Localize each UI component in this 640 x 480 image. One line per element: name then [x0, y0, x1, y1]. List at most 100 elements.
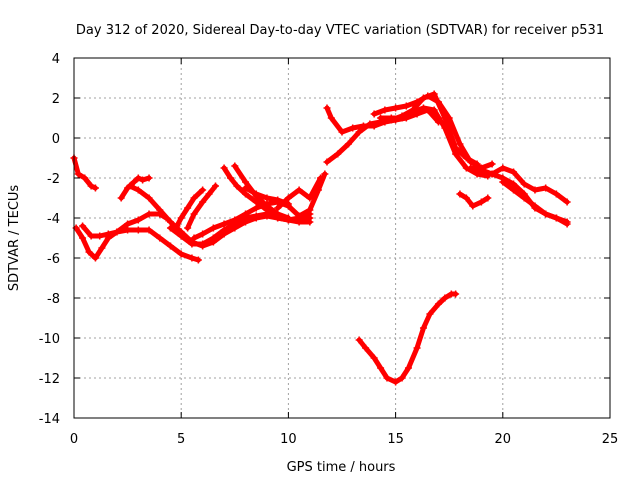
data-point: [220, 226, 228, 234]
data-point: [477, 166, 485, 174]
data-point: [387, 114, 395, 122]
x-tick-labels: 0 5 10 15 20 25: [70, 432, 618, 447]
data-point: [452, 150, 460, 158]
y-tick-label: -2: [47, 172, 60, 187]
data-point: [199, 230, 207, 238]
data-point: [398, 114, 406, 122]
data-point: [467, 158, 475, 166]
data-point: [552, 214, 560, 222]
y-tick-label: 2: [52, 92, 60, 107]
data-point: [194, 256, 202, 264]
data-point: [263, 194, 271, 202]
data-point: [306, 194, 314, 202]
data-point: [134, 174, 142, 182]
data-point: [488, 170, 496, 178]
data-point: [134, 216, 142, 224]
data-point: [413, 98, 421, 106]
data-point: [542, 184, 550, 192]
data-point: [456, 140, 464, 148]
data-point: [124, 220, 132, 228]
data-point: [441, 124, 449, 132]
data-point: [370, 354, 378, 362]
data-point: [510, 168, 518, 176]
data-point: [190, 194, 198, 202]
data-point: [252, 212, 260, 220]
data-point: [552, 190, 560, 198]
data-point: [209, 234, 217, 242]
data-point: [284, 200, 292, 208]
data-point: [419, 324, 427, 332]
y-tick-label: 0: [52, 132, 60, 147]
data-point: [284, 216, 292, 224]
y-tick-label: -10: [39, 332, 60, 347]
data-point: [242, 190, 250, 198]
data-point: [113, 228, 121, 236]
data-point: [145, 226, 153, 234]
data-point: [79, 222, 87, 230]
data-point: [355, 336, 363, 344]
data-point: [87, 182, 95, 190]
x-tick-label: 5: [177, 432, 185, 447]
data-point: [104, 230, 112, 238]
data-point: [124, 226, 132, 234]
data-point: [355, 128, 363, 136]
data-series-3: [79, 222, 202, 264]
data-point: [434, 300, 442, 308]
data-point: [392, 104, 400, 112]
x-tick-label: 10: [280, 432, 297, 447]
data-point: [209, 224, 217, 232]
y-tick-label: 4: [52, 52, 60, 67]
data-point: [177, 250, 185, 258]
data-point: [456, 190, 464, 198]
data-series-13: [274, 174, 325, 212]
data-point: [520, 180, 528, 188]
data-point: [344, 140, 352, 148]
data-point: [252, 190, 260, 198]
data-point: [184, 204, 192, 212]
data-point: [323, 104, 331, 112]
data-point: [184, 224, 192, 232]
data-point: [413, 344, 421, 352]
data-point: [377, 114, 385, 122]
data-point: [409, 108, 417, 116]
data-point: [499, 164, 507, 172]
data-point: [327, 114, 335, 122]
data-point: [452, 290, 460, 298]
data-point: [177, 232, 185, 240]
data-point: [520, 194, 528, 202]
data-point: [166, 224, 174, 232]
data-series-16: [370, 92, 496, 172]
data-point: [441, 294, 449, 302]
data-point: [242, 184, 250, 192]
data-point: [434, 98, 442, 106]
data-point: [274, 210, 282, 218]
data-point: [166, 218, 174, 226]
data-point: [284, 194, 292, 202]
data-point: [79, 234, 87, 242]
data-point: [177, 214, 185, 222]
data-point: [430, 90, 438, 98]
data-point: [252, 198, 260, 206]
data-point: [321, 170, 329, 178]
data-point: [338, 128, 346, 136]
data-point: [190, 210, 198, 218]
data-point: [404, 364, 412, 372]
x-tick-label: 20: [495, 432, 512, 447]
data-point: [220, 164, 228, 172]
data-point: [366, 120, 374, 128]
data-point: [252, 204, 260, 212]
data-point: [212, 182, 220, 190]
data-point: [85, 248, 93, 256]
data-point: [383, 374, 391, 382]
data-point: [370, 110, 378, 118]
data-point: [91, 184, 99, 192]
data-point: [87, 232, 95, 240]
y-tick-label: -6: [47, 252, 60, 267]
data-point: [188, 240, 196, 248]
data-point: [96, 232, 104, 240]
data-point: [145, 174, 153, 182]
data-point: [231, 162, 239, 170]
data-series-22: [355, 290, 460, 386]
y-tick-labels: -14 -12 -10 -8 -6 -4 -2 0 2 4: [39, 52, 60, 427]
